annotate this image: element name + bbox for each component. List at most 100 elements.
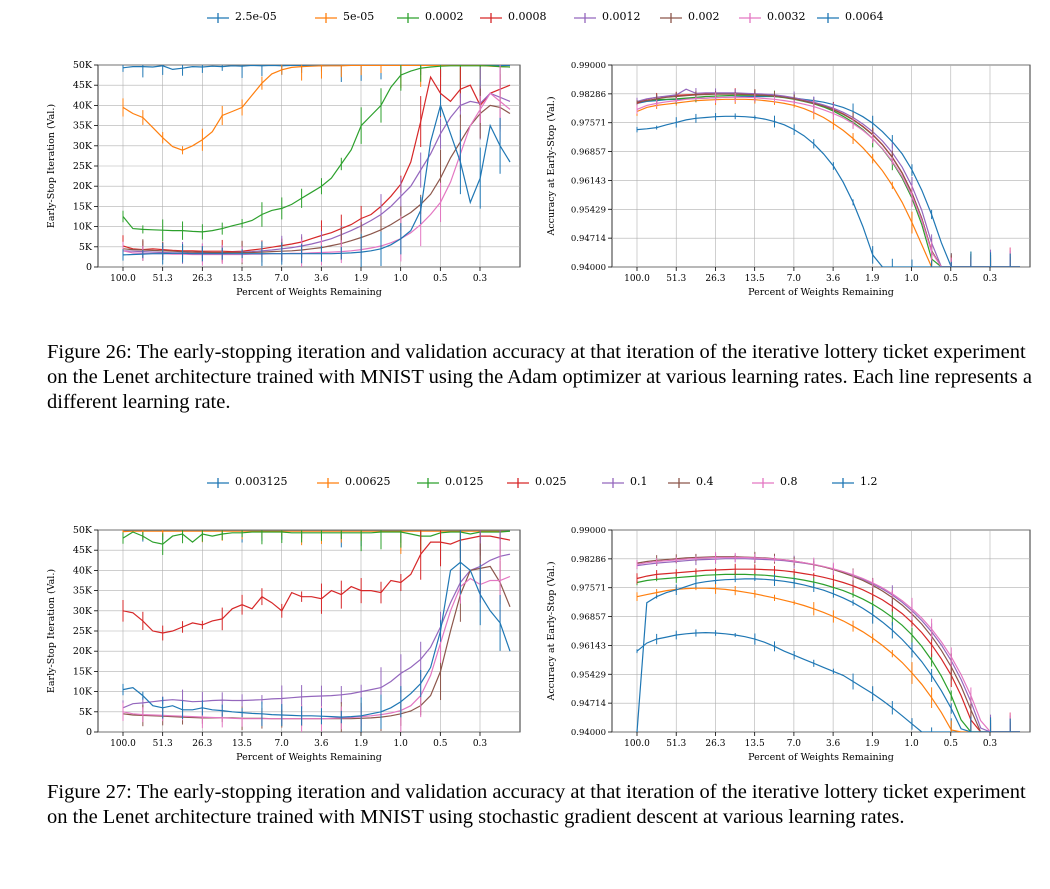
legend-label: 0.4 <box>696 475 714 488</box>
series-0 <box>636 629 1020 732</box>
chart-early-stop-iteration: 0 5K 10K 15K 20K 25K 30K 35K 40K 45K 50K 100.0 51.3 2… <box>46 60 521 298</box>
series-7 <box>636 574 1020 732</box>
x-tick-label: 26.3 <box>192 739 212 749</box>
legend: 0.003125 0.00625 0.0125 0.025 0.1 0.4 0.8 1.2 <box>0 473 1050 493</box>
y-tick-label: 0.97571 <box>571 119 606 129</box>
x-tick-label: 51.3 <box>153 739 173 749</box>
y-tick-label: 0.94000 <box>571 728 606 738</box>
y-tick-label: 40K <box>73 100 93 111</box>
legend-label: 0.0125 <box>445 475 484 488</box>
legend-swatch <box>739 13 761 23</box>
legend-label: 0.1 <box>630 475 648 488</box>
series-3 <box>636 563 1020 732</box>
x-tick-label: 0.3 <box>473 274 488 284</box>
y-tick-label: 35K <box>73 121 93 132</box>
y-tick-label: 0.95429 <box>571 205 606 215</box>
x-tick-label: 26.3 <box>705 274 725 284</box>
legend-label: 0.8 <box>780 475 798 488</box>
x-tick-label: 1.9 <box>354 274 369 284</box>
y-tick-label: 0.99000 <box>571 61 606 71</box>
series-7 <box>636 113 1020 267</box>
x-tick-label: 7.0 <box>787 274 802 284</box>
legend-label: 0.0064 <box>845 10 884 23</box>
legend-swatch <box>668 478 690 488</box>
y-tick-label: 50K <box>73 60 93 71</box>
x-tick-label: 13.5 <box>232 739 252 749</box>
figure-caption: Figure 26: The early-stopping iteration … <box>47 341 1033 413</box>
y-tick-label: 20K <box>73 181 93 192</box>
y-tick-label: 30K <box>73 606 93 617</box>
y-tick-label: 35K <box>73 586 93 597</box>
legend-swatch <box>207 478 229 488</box>
y-tick-label: 0.94000 <box>571 263 606 273</box>
series-line <box>122 530 511 545</box>
series-line <box>636 568 1020 732</box>
legend: 2.5e-05 5e-05 0.0002 0.0008 0.0012 0.002 0.003… <box>0 8 1050 28</box>
x-tick-label: 3.6 <box>314 739 329 749</box>
x-tick-label: 100.0 <box>624 274 650 284</box>
x-tick-label: 0.5 <box>944 739 959 749</box>
legend-label: 2.5e-05 <box>235 10 277 23</box>
x-axis-label: Percent of Weights Remaining <box>236 287 382 298</box>
legend-label: 0.025 <box>535 475 567 488</box>
series-line <box>636 631 1020 732</box>
y-tick-label: 15K <box>73 666 93 677</box>
y-tick-label: 30K <box>73 141 93 152</box>
x-tick-label: 26.3 <box>705 739 725 749</box>
series-line <box>636 93 1020 267</box>
y-tick-label: 5K <box>79 707 93 718</box>
x-tick-label: 0.5 <box>944 274 959 284</box>
legend-swatch <box>317 478 339 488</box>
legend-label: 0.0012 <box>602 10 641 23</box>
x-tick-label: 100.0 <box>624 739 650 749</box>
y-tick-label: 5K <box>79 242 93 253</box>
x-tick-label: 0.5 <box>433 739 448 749</box>
series-line <box>636 88 1020 267</box>
x-axis-label: Percent of Weights Remaining <box>748 287 894 298</box>
legend-label: 0.002 <box>688 10 720 23</box>
legend-swatch <box>480 13 502 23</box>
x-tick-label: 100.0 <box>110 274 136 284</box>
series-line <box>122 65 511 233</box>
x-tick-label: 3.6 <box>826 739 841 749</box>
series-6 <box>636 552 1020 732</box>
legend-swatch <box>315 13 337 23</box>
legend-label: 0.003125 <box>235 475 288 488</box>
series-line <box>122 561 511 718</box>
series-line <box>122 75 511 253</box>
y-tick-label: 10K <box>73 687 93 698</box>
x-tick-label: 3.6 <box>314 274 329 284</box>
legend-label: 0.0032 <box>767 10 806 23</box>
x-tick-label: 7.0 <box>275 739 290 749</box>
legend-swatch <box>574 13 596 23</box>
series-line <box>122 553 511 709</box>
y-tick-label: 25K <box>73 626 93 637</box>
y-axis-label: Early-Stop Iteration (Val.) <box>46 569 57 693</box>
figure-26: 2.5e-05 5e-05 0.0002 0.0008 0.0012 0.002 0.003… <box>0 0 1050 420</box>
series-line <box>636 94 1020 267</box>
y-tick-label: 0.96143 <box>571 176 606 186</box>
series-line <box>636 587 1020 732</box>
y-tick-label: 10K <box>73 222 93 233</box>
x-tick-label: 100.0 <box>110 739 136 749</box>
series-line <box>636 573 1020 732</box>
x-tick-label: 0.3 <box>983 274 998 284</box>
legend-swatch <box>602 478 624 488</box>
chart-early-stop-accuracy: 0.94000 0.94714 0.95429 0.96143 0.96857 0.975… <box>546 526 1031 763</box>
y-tick-label: 45K <box>73 80 93 91</box>
x-tick-label: 1.9 <box>865 274 880 284</box>
chart-early-stop-iteration: 0 5K 10K 15K 20K 25K 30K 35K 40K 45K 50K 100.0 51.3 2… <box>46 525 521 763</box>
y-tick-label: 20K <box>73 646 93 657</box>
x-tick-label: 1.0 <box>904 739 919 749</box>
y-tick-label: 0.94714 <box>571 699 606 709</box>
legend-label: 1.2 <box>860 475 878 488</box>
y-tick-label: 0.99000 <box>571 526 606 536</box>
y-tick-label: 45K <box>73 545 93 556</box>
chart-early-stop-accuracy: 0.94000 0.94714 0.95429 0.96143 0.96857 0.975… <box>546 61 1031 298</box>
series-line <box>636 98 1020 267</box>
x-tick-label: 0.3 <box>983 739 998 749</box>
x-tick-label: 7.0 <box>275 274 290 284</box>
x-tick-label: 13.5 <box>745 739 765 749</box>
x-tick-label: 1.9 <box>354 739 369 749</box>
y-tick-label: 0 <box>86 727 92 738</box>
